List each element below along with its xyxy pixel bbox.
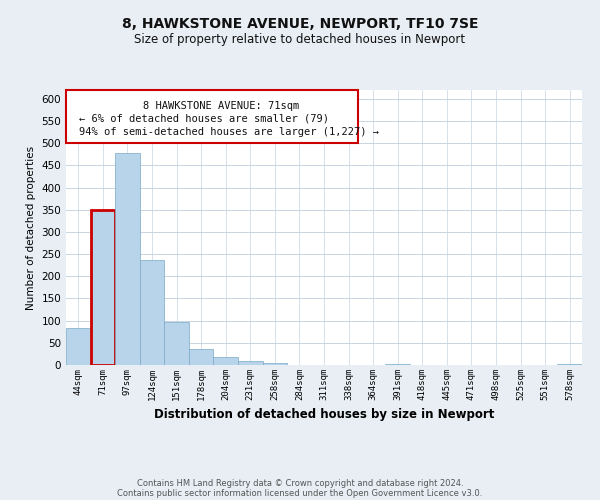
- Bar: [189, 350, 214, 365]
- Text: 8 HAWKSTONE AVENUE: 71sqm: 8 HAWKSTONE AVENUE: 71sqm: [143, 101, 299, 111]
- Bar: [214, 357, 238, 365]
- Bar: [140, 260, 164, 365]
- Text: Contains HM Land Registry data © Crown copyright and database right 2024.: Contains HM Land Registry data © Crown c…: [137, 478, 463, 488]
- Bar: [66, 328, 91, 365]
- FancyBboxPatch shape: [66, 90, 358, 144]
- Text: 94% of semi-detached houses are larger (1,227) →: 94% of semi-detached houses are larger (…: [79, 127, 379, 137]
- Bar: [557, 364, 582, 365]
- Y-axis label: Number of detached properties: Number of detached properties: [26, 146, 36, 310]
- Text: Contains public sector information licensed under the Open Government Licence v3: Contains public sector information licen…: [118, 488, 482, 498]
- Bar: [385, 364, 410, 365]
- Bar: [164, 322, 189, 365]
- X-axis label: Distribution of detached houses by size in Newport: Distribution of detached houses by size …: [154, 408, 494, 422]
- Bar: [263, 363, 287, 365]
- Text: Size of property relative to detached houses in Newport: Size of property relative to detached ho…: [134, 32, 466, 46]
- Text: ← 6% of detached houses are smaller (79): ← 6% of detached houses are smaller (79): [79, 114, 329, 124]
- Bar: [115, 153, 140, 365]
- Bar: [91, 210, 115, 365]
- Bar: [238, 362, 263, 365]
- Text: 8, HAWKSTONE AVENUE, NEWPORT, TF10 7SE: 8, HAWKSTONE AVENUE, NEWPORT, TF10 7SE: [122, 18, 478, 32]
